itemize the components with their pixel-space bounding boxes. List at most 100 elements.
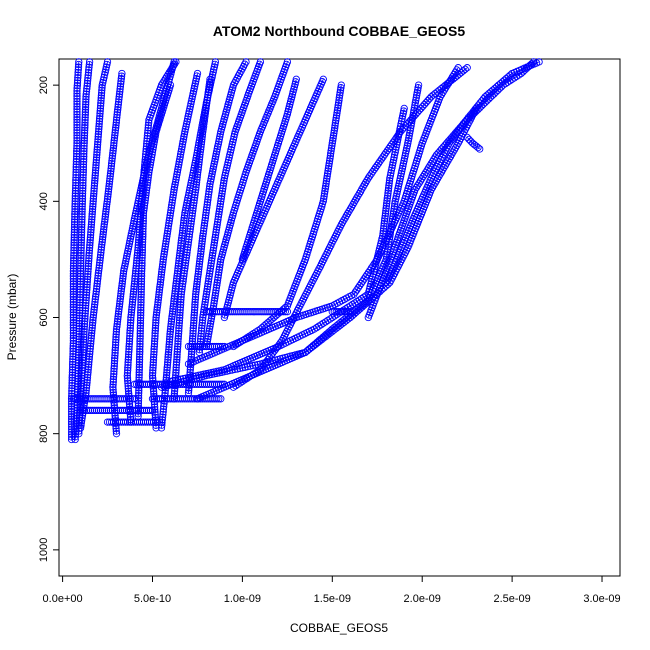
data-point [384, 189, 392, 197]
data-point [206, 177, 215, 186]
data-point [81, 113, 89, 122]
data-point [115, 302, 124, 311]
data-point [184, 240, 192, 249]
data-point [136, 324, 144, 332]
data-point [179, 135, 188, 143]
data-point [79, 165, 88, 174]
data-point [79, 160, 88, 169]
data-point [463, 64, 471, 72]
data-point [126, 319, 135, 327]
data-point [174, 335, 182, 343]
data-point [211, 291, 219, 300]
data-point [383, 199, 391, 207]
data-point [80, 330, 88, 338]
data-point [176, 311, 184, 319]
data-point [82, 293, 90, 302]
data-point [95, 120, 103, 128]
data-point [83, 378, 91, 387]
data-point [197, 250, 205, 258]
data-point [157, 81, 166, 89]
data-point [158, 265, 166, 274]
data-point [208, 254, 216, 262]
data-point [185, 233, 193, 241]
data-point [474, 143, 482, 152]
data-point [88, 210, 96, 218]
data-point [84, 267, 92, 276]
data-point [77, 228, 86, 236]
data-point [169, 307, 177, 316]
data-point [87, 337, 95, 345]
data-point [72, 176, 80, 184]
data-point [129, 290, 137, 298]
data-point [95, 115, 104, 123]
data-point [134, 399, 143, 407]
data-point [198, 240, 206, 248]
data-point [203, 203, 211, 212]
data-point [203, 288, 211, 296]
data-point [189, 166, 198, 175]
data-point [175, 158, 183, 166]
data-point [200, 303, 209, 311]
data-point [70, 223, 79, 231]
data-point [401, 152, 409, 160]
data-point [110, 134, 119, 142]
data-point [126, 410, 134, 418]
data-point [323, 172, 331, 180]
data-point [149, 358, 157, 367]
data-point [78, 200, 86, 208]
data-point [174, 332, 183, 340]
data-point [70, 254, 78, 262]
data-point [192, 283, 201, 291]
data-point [72, 165, 80, 174]
data-point [197, 245, 205, 253]
data-point [153, 418, 162, 426]
data-point [94, 269, 103, 277]
data-point [77, 231, 86, 239]
data-point [73, 89, 81, 98]
data-point [187, 350, 196, 358]
data-points [67, 58, 543, 444]
data-point [176, 249, 184, 257]
data-point [138, 264, 146, 273]
data-point [77, 379, 86, 387]
data-point [90, 182, 99, 190]
data-point [113, 113, 121, 122]
data-point [96, 104, 105, 113]
data-point [179, 224, 187, 232]
data-point [92, 153, 101, 162]
data-point [137, 272, 146, 280]
data-point [165, 338, 174, 346]
data-point [211, 233, 219, 242]
data-point [141, 199, 149, 207]
data-point [70, 233, 78, 242]
data-point [105, 177, 114, 185]
data-point [198, 135, 206, 143]
data-point [167, 206, 175, 215]
data-point [137, 285, 145, 293]
data-point [69, 275, 78, 283]
data-point [111, 129, 119, 137]
data-point [388, 161, 397, 169]
data-point [117, 285, 126, 293]
data-point [88, 215, 96, 224]
data-point [73, 116, 81, 124]
data-point [194, 342, 203, 351]
data-point [143, 181, 151, 189]
data-point [104, 192, 112, 201]
data-point [174, 262, 182, 270]
data-point [139, 182, 147, 190]
data-point [202, 104, 210, 112]
data-point [139, 222, 147, 230]
data-point [168, 312, 176, 321]
data-point [89, 311, 98, 319]
data-point [78, 195, 87, 203]
data-point [116, 85, 124, 93]
data-point [160, 250, 168, 258]
data-point [183, 248, 191, 257]
data-point [213, 395, 221, 403]
data-point [173, 168, 182, 176]
data-point [230, 130, 239, 138]
data-point [79, 340, 88, 349]
data-point [187, 100, 195, 108]
data-point [170, 188, 178, 196]
